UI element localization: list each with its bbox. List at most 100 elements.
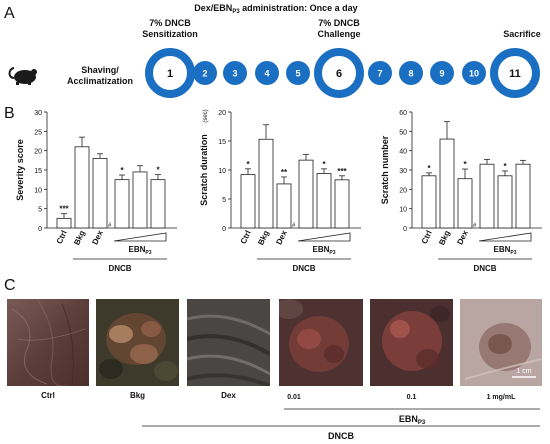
y-tick-label: 20 <box>34 149 42 156</box>
bar <box>334 179 350 229</box>
y-axis-label: Scratch number <box>380 135 390 204</box>
photo-ebn-01 <box>370 299 453 386</box>
bar <box>479 163 495 229</box>
dose-wedge <box>297 232 351 242</box>
hash-mark: # <box>108 223 112 229</box>
day-dot-9 <box>430 61 454 85</box>
x-tick-label: Dex <box>455 229 470 247</box>
y-axis-label: Scratch duration <box>199 134 209 206</box>
x-tick-label: Bkg <box>437 229 452 247</box>
bar <box>56 217 72 229</box>
dncb-label: DNCB <box>292 264 315 273</box>
photo-ebn-001 <box>279 299 363 386</box>
y-tick-label: 0 <box>38 226 42 233</box>
bar <box>114 179 130 229</box>
photo-label-bkg: Bkg <box>129 391 146 400</box>
dose-wedge <box>113 232 167 242</box>
day-label-11: 11 <box>509 68 521 80</box>
day-label-6: 6 <box>336 68 342 80</box>
dncb-label: DNCB <box>108 264 131 273</box>
day-dot-2 <box>193 61 217 85</box>
photo-ctrl <box>7 299 89 386</box>
day-dot-7 <box>368 61 392 85</box>
day-label-10: 10 <box>469 69 479 79</box>
day-ring-1 <box>145 48 195 98</box>
bar <box>240 174 256 229</box>
day-dot-8 <box>399 61 423 85</box>
significance-mark: * <box>503 162 507 171</box>
photo-label-dex: Dex <box>221 391 236 400</box>
day-label-2: 2 <box>202 69 207 79</box>
schedule-header: Dex/EBNP3 administration: Once a day <box>194 3 357 15</box>
x-tick-label: Ctrl <box>55 229 69 245</box>
bar <box>316 173 332 229</box>
scale-bar-label: 1 cm <box>516 368 531 375</box>
ebn-label: EBNP3 <box>312 245 335 256</box>
shaving-label: Shaving/ <box>81 65 119 75</box>
panel-a-letter: A <box>4 5 15 22</box>
significance-mark: * <box>322 160 326 169</box>
y-tick-label: 50 <box>399 129 407 136</box>
day-label-4: 4 <box>264 69 269 79</box>
panel-c-ebn-label: EBNP3 <box>399 414 426 426</box>
bar <box>497 175 513 229</box>
y-tick-label: 40 <box>399 149 407 156</box>
photo-label-1mgml: 1 mg/mL <box>486 394 516 401</box>
y-axis-label: Severity score <box>15 139 25 201</box>
significance-mark: * <box>156 166 160 175</box>
x-tick-label: Ctrl <box>420 229 434 245</box>
photo-label-ctrl: Ctrl <box>41 391 55 400</box>
day-dot-10 <box>462 61 486 85</box>
bar <box>515 163 531 229</box>
y-tick-label: 0 <box>222 226 226 233</box>
day-dot-5 <box>286 61 310 85</box>
y-tick-label: 5 <box>222 197 226 204</box>
dose-wedge <box>478 232 532 242</box>
y-tick-label: 10 <box>399 207 407 214</box>
y-tick-label: 30 <box>399 168 407 175</box>
significance-mark: ** <box>281 168 288 177</box>
significance-mark: * <box>120 166 124 175</box>
significance-mark: * <box>463 160 467 169</box>
ebn-label: EBNP3 <box>493 245 516 256</box>
y-tick-label: 30 <box>34 110 42 117</box>
significance-mark: *** <box>59 205 69 214</box>
day-dot-3 <box>223 61 247 85</box>
y-tick-label: 25 <box>34 129 42 136</box>
bar <box>74 146 90 229</box>
bar <box>276 183 292 229</box>
y-tick-label: 0 <box>403 226 407 233</box>
x-tick-label: Bkg <box>72 229 87 247</box>
day-label-5: 5 <box>295 69 300 79</box>
y-tick-label: 60 <box>399 110 407 117</box>
y-tick-label: 20 <box>399 187 407 194</box>
day-label-3: 3 <box>232 69 237 79</box>
significance-mark: * <box>246 160 250 169</box>
hash-mark: # <box>473 223 477 229</box>
mouse-icon <box>8 67 37 85</box>
y-tick-label: 15 <box>218 139 226 146</box>
hash-mark: # <box>292 223 296 229</box>
x-tick-label: Dex <box>274 229 289 247</box>
photo-label-01: 0.1 <box>406 394 417 401</box>
day-label-8: 8 <box>408 69 413 79</box>
y-tick-label: 10 <box>218 168 226 175</box>
sensitization-label-1: 7% DNCB <box>149 18 191 28</box>
x-tick-label: Bkg <box>256 229 271 247</box>
y-tick-label: 15 <box>34 168 42 175</box>
challenge-label-2: Challenge <box>317 29 360 39</box>
y-tick-label: 10 <box>34 187 42 194</box>
sensitization-label-2: Sensitization <box>142 29 198 39</box>
bar <box>132 171 148 229</box>
photo-dex <box>187 299 270 386</box>
bar <box>421 175 437 229</box>
sacrifice-label: Sacrifice <box>503 29 541 39</box>
bar <box>298 159 314 229</box>
x-tick-label: Dex <box>90 229 105 247</box>
day-label-9: 9 <box>439 69 444 79</box>
day-ring-6 <box>314 48 364 98</box>
